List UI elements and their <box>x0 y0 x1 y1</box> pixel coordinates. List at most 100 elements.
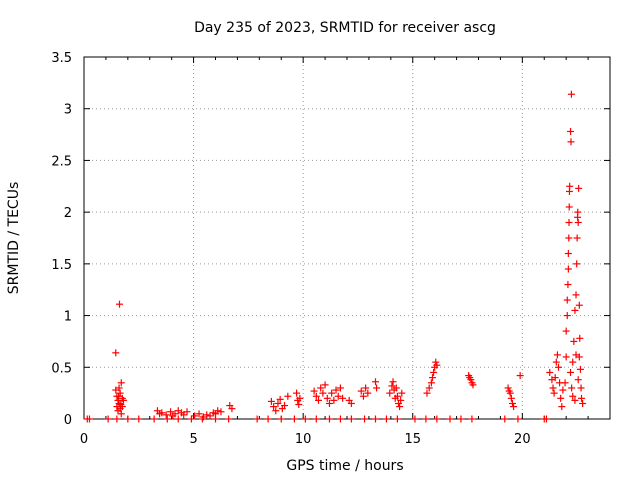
data-point <box>371 378 379 386</box>
data-point <box>115 392 123 400</box>
chart-title: Day 235 of 2023, SRMTID for receiver asc… <box>194 20 496 36</box>
data-point <box>567 368 575 376</box>
data-point <box>552 358 560 366</box>
data-point <box>187 415 195 423</box>
data-point <box>569 392 577 400</box>
data-point <box>516 372 524 380</box>
x-tick-label: 0 <box>80 432 88 447</box>
y-tick-label: 2 <box>64 206 72 221</box>
data-point <box>549 384 557 392</box>
data-point <box>195 410 203 418</box>
data-point <box>432 358 440 366</box>
data-point <box>347 399 355 407</box>
data-point <box>389 378 397 386</box>
data-point <box>267 397 275 405</box>
data-point <box>117 401 125 409</box>
data-point <box>398 389 406 397</box>
data-point <box>357 387 365 395</box>
data-point <box>563 312 571 320</box>
data-point <box>225 415 233 423</box>
y-tick-label: 0.5 <box>51 361 72 376</box>
data-point <box>396 403 404 411</box>
data-point <box>574 208 582 216</box>
data-point <box>277 415 285 423</box>
data-point <box>336 415 344 423</box>
data-point <box>562 353 570 361</box>
data-point <box>135 415 143 423</box>
data-point <box>361 415 369 423</box>
data-point <box>575 184 583 192</box>
data-point <box>332 386 340 394</box>
data-point <box>565 203 573 211</box>
data-point <box>264 415 272 423</box>
data-point <box>546 368 554 376</box>
data-point <box>183 408 191 416</box>
data-point <box>571 306 579 314</box>
data-point <box>301 415 309 423</box>
data-point <box>284 392 292 400</box>
data-point <box>569 358 577 366</box>
data-point <box>339 394 347 402</box>
data-point <box>270 403 278 411</box>
data-point <box>312 415 320 423</box>
data-point <box>116 389 124 397</box>
data-point <box>214 407 222 415</box>
data-point <box>506 389 514 397</box>
data-point <box>469 381 477 389</box>
data-point <box>312 392 320 400</box>
data-point <box>382 415 390 423</box>
data-point <box>150 415 158 423</box>
data-point <box>325 399 333 407</box>
data-point <box>433 415 441 423</box>
y-tick-label: 3.5 <box>51 51 72 66</box>
data-point <box>371 415 379 423</box>
data-point <box>116 300 124 308</box>
data-point <box>272 407 280 415</box>
data-point <box>574 218 582 226</box>
data-point <box>567 90 575 98</box>
data-point <box>572 351 580 359</box>
x-axis-label: GPS time / hours <box>286 458 403 474</box>
data-point <box>558 403 566 411</box>
data-point <box>310 387 318 395</box>
x-tick-label: 15 <box>404 432 421 447</box>
data-point <box>319 389 327 397</box>
data-point <box>573 234 581 242</box>
y-tick-label: 2.5 <box>51 154 72 169</box>
x-tick-label: 5 <box>189 432 197 447</box>
data-point <box>467 376 475 384</box>
data-point <box>561 379 569 387</box>
data-point <box>578 394 586 402</box>
data-point <box>564 250 572 258</box>
x-tick-label: 20 <box>514 432 531 447</box>
data-point <box>457 415 465 423</box>
data-point <box>501 415 509 423</box>
y-tick-label: 1.5 <box>51 258 72 273</box>
data-point <box>295 401 303 409</box>
data-point <box>113 415 121 423</box>
data-point <box>317 384 325 392</box>
data-point <box>393 392 401 400</box>
data-point <box>446 415 454 423</box>
data-point <box>336 384 344 392</box>
data-point <box>163 415 171 423</box>
data-point <box>574 376 582 384</box>
data-point <box>180 411 188 419</box>
data-point <box>576 334 584 342</box>
data-point <box>575 301 583 309</box>
data-point <box>430 368 438 376</box>
data-point <box>570 337 578 345</box>
data-point <box>559 386 567 394</box>
data-point <box>191 412 199 420</box>
data-point <box>397 396 405 404</box>
scatter-points <box>83 90 587 423</box>
data-point <box>542 415 550 423</box>
data-point <box>510 403 518 411</box>
data-point <box>551 374 559 382</box>
data-point <box>508 399 516 407</box>
data-point <box>171 410 179 418</box>
data-point <box>359 392 367 400</box>
data-point <box>577 384 585 392</box>
data-point <box>158 409 166 417</box>
